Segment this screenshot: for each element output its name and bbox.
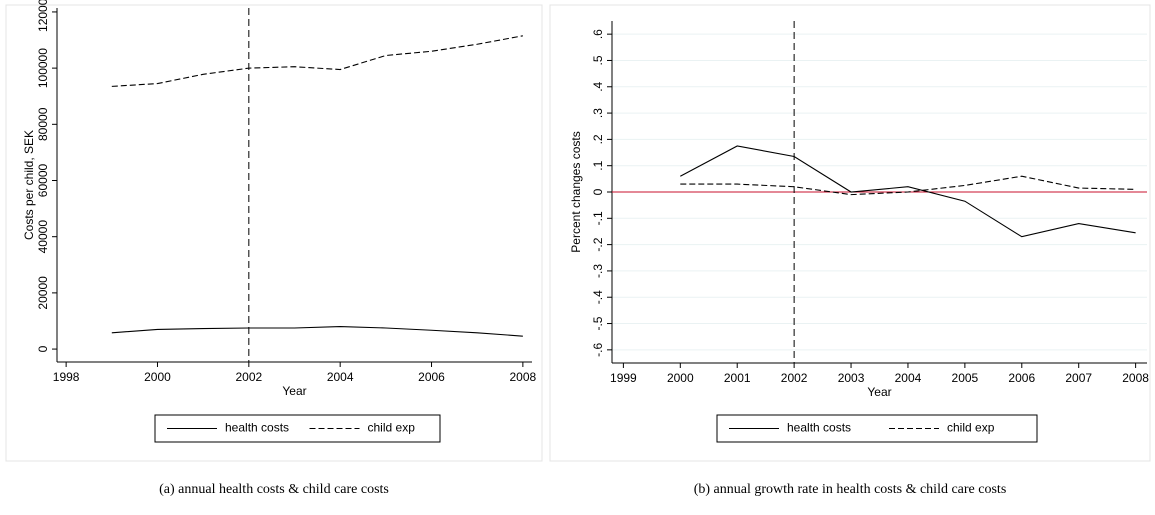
- x-tick-label: 2004: [895, 371, 922, 385]
- legend-label: health costs: [787, 421, 851, 435]
- x-tick-label: 1999: [610, 371, 637, 385]
- y-tick-label: -.1: [591, 211, 605, 225]
- y-tick-label: 0: [591, 188, 605, 195]
- y-tick-label: -.2: [591, 237, 605, 251]
- y-tick-label: -.3: [591, 264, 605, 278]
- x-tick-label: 2002: [235, 370, 262, 384]
- y-tick-label: 120000: [36, 0, 50, 32]
- y-tick-label: .5: [591, 55, 605, 65]
- y-tick-label: .1: [591, 160, 605, 170]
- x-tick-label: 2000: [144, 370, 171, 384]
- y-tick-label: .3: [591, 108, 605, 118]
- legend-label: child exp: [368, 421, 416, 435]
- x-tick-label: 2006: [418, 370, 445, 384]
- y-tick-label: -.5: [591, 316, 605, 330]
- panel-frame: [549, 4, 1151, 462]
- y-axis-label: Costs per child, SEK: [22, 130, 36, 240]
- caption: (b) annual growth rate in health costs &…: [694, 482, 1007, 497]
- y-tick-label: .4: [591, 81, 605, 91]
- y-tick-label: -.6: [591, 343, 605, 357]
- x-tick-label: 2001: [724, 371, 751, 385]
- y-tick-label: 20000: [36, 276, 50, 310]
- x-tick-label: 2002: [781, 371, 808, 385]
- legend-label: child exp: [947, 421, 995, 435]
- legend-label: health costs: [225, 421, 289, 435]
- caption: (a) annual health costs & child care cos…: [159, 482, 389, 497]
- x-tick-label: 1998: [53, 370, 80, 384]
- y-tick-label: 0: [36, 345, 50, 352]
- x-tick-label: 2008: [1122, 371, 1149, 385]
- x-tick-label: 2007: [1065, 371, 1092, 385]
- y-tick-label: -.4: [591, 290, 605, 304]
- x-tick-label: 2000: [667, 371, 694, 385]
- x-tick-label: 2003: [838, 371, 865, 385]
- y-tick-label: .6: [591, 29, 605, 39]
- x-tick-label: 2006: [1008, 371, 1035, 385]
- x-axis-label: Year: [867, 385, 891, 399]
- x-axis-label: Year: [282, 384, 306, 398]
- y-tick-label: 60000: [36, 163, 50, 197]
- x-tick-label: 2008: [510, 370, 537, 384]
- y-axis-label: Percent changes costs: [569, 131, 583, 252]
- series-line: [680, 145, 1136, 238]
- series-line: [111, 35, 523, 87]
- y-tick-label: 100000: [36, 48, 50, 88]
- y-tick-label: 80000: [36, 107, 50, 141]
- y-tick-label: 40000: [36, 220, 50, 254]
- x-tick-label: 2004: [327, 370, 354, 384]
- series-line: [111, 326, 523, 337]
- y-tick-label: .2: [591, 134, 605, 144]
- panel-frame: [5, 4, 543, 462]
- series-line: [680, 175, 1136, 196]
- x-tick-label: 2005: [952, 371, 979, 385]
